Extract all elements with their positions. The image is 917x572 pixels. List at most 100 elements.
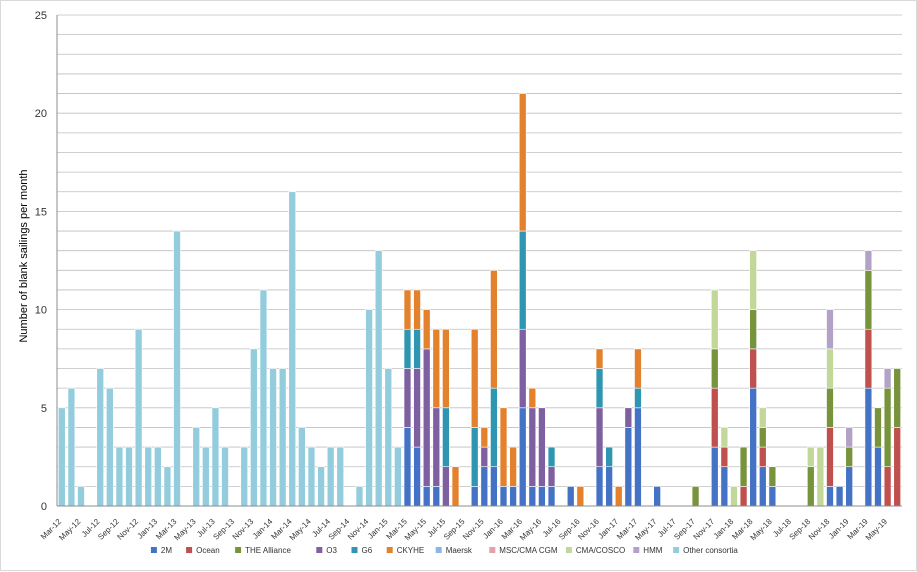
bar-segment [518,407,527,507]
y-tick-label: 10 [35,305,47,317]
bar-segment [125,446,133,507]
bar-segment [614,486,623,507]
bar-segment [67,387,76,507]
bar-segment [374,250,383,507]
bar-segment [864,270,873,330]
bar-segment [432,328,441,409]
bar-segment [624,427,633,507]
legend-item: O3 [316,546,338,555]
bar-segment [634,407,642,507]
legend-item: CKYHE [386,546,425,555]
bar-segment [240,446,249,507]
bar-segment [826,427,834,487]
y-tick-label: 25 [35,10,47,22]
bar-segment [336,446,345,507]
bar-segment [605,466,613,507]
legend-label: MSC/CMA CGM [499,546,558,555]
bar-segment [691,486,700,507]
bar-segment [288,191,297,507]
bar-segment [624,407,633,428]
bar-segment [509,486,517,507]
x-tick-label: Nov-14 [346,517,371,542]
legend-swatch [673,547,680,553]
bar-segment [115,446,124,507]
bar-segment [845,466,853,507]
bar-segment [883,387,892,468]
bar-segment [874,407,882,448]
legend: 2M Ocean THE Alliance O3 G6 CKYHE Maersk MSC/CM… [150,546,738,555]
legend-label: Other consortia [683,546,738,555]
bar-segment [470,328,479,428]
bar-segment [451,466,460,507]
bar-segment [595,466,604,507]
bar-segment [134,328,143,507]
x-tick-label: Nov-13 [231,517,256,542]
legend-label: CKYHE [397,546,425,555]
legend-label: 2M [161,546,172,555]
bar-segment [403,289,412,330]
bar-segment [845,446,853,468]
bar-segment [816,446,825,507]
x-tick-label: May-18 [749,517,775,543]
bar-segment [768,486,777,507]
bar-segment [307,446,316,507]
bar-segment [403,368,412,428]
bar-segment [442,407,450,468]
legend-label: G6 [362,546,373,555]
bar-segment [259,289,268,507]
axes: 0510152025Mar-12May-12Jul-12Sep-12Nov-12… [35,10,902,542]
bar-segment [710,348,719,389]
bar-segment [720,466,729,507]
bar-segment [749,387,757,507]
bar-segment [480,466,489,507]
bar-segment [77,486,85,507]
legend-item: Ocean [186,546,220,555]
bars [58,93,901,507]
legend-item: MSC/CMA CGM [489,546,558,555]
bar-segment [547,446,556,468]
x-tick-label: Nov-16 [576,517,601,542]
bar-segment [759,446,767,468]
bar-segment [192,427,200,507]
bar-segment [413,289,421,330]
bar-segment [365,309,373,507]
bar-segment [759,407,767,428]
bar-segment [470,427,479,487]
x-tick-label: Nov-12 [115,517,140,542]
bar-segment [845,427,853,448]
legend-swatch [386,547,393,553]
y-tick-label: 0 [41,501,47,513]
bar-segment [250,348,258,507]
legend-item: THE Alliance [235,546,291,555]
y-tick-label: 5 [41,403,47,415]
bar-segment [394,446,402,507]
bar-segment [864,250,873,271]
bar-segment [442,328,450,409]
bar-segment [759,427,767,448]
bar-segment [547,486,556,507]
bar-segment [298,427,306,507]
legend-label: THE Alliance [245,546,291,555]
bar-segment [355,486,364,507]
bar-segment [509,446,517,487]
bar-segment [480,427,489,448]
bar-segment [317,466,325,507]
bar-segment [58,407,66,507]
bar-segment [749,309,757,350]
x-tick-label: May-12 [57,517,83,543]
x-tick-label: May-13 [172,517,198,543]
y-tick-label: 20 [35,108,47,120]
legend-swatch [186,547,193,553]
bar-segment [422,309,431,350]
bar-segment [826,348,834,389]
legend-label: CMA/COSCO [576,546,625,555]
legend-swatch [633,547,640,553]
legend-item: G6 [351,546,373,555]
bar-segment [384,368,393,507]
legend-label: O3 [326,546,337,555]
x-tick-label: May-16 [518,517,544,543]
bar-segment [634,348,642,389]
x-tick-label: May-14 [288,517,314,543]
x-tick-label: Nov-17 [692,517,717,542]
